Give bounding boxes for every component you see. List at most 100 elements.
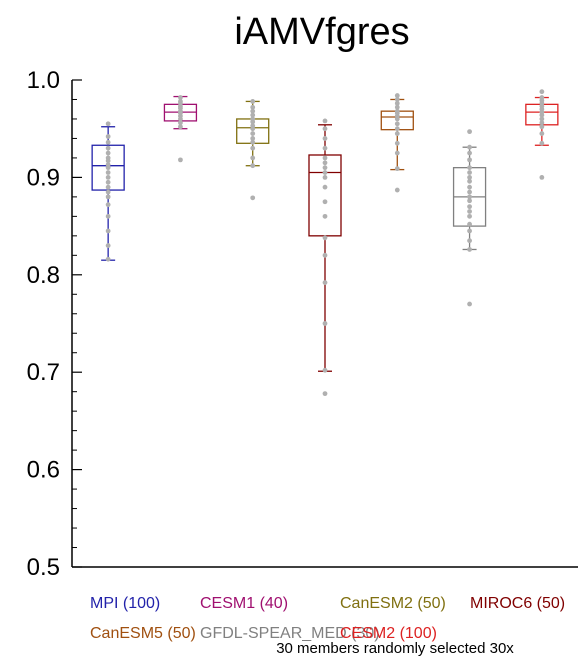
data-point xyxy=(467,301,472,307)
box-group xyxy=(525,89,559,180)
data-point xyxy=(250,195,256,201)
data-point xyxy=(322,145,328,151)
box-group xyxy=(452,129,487,307)
data-point xyxy=(539,124,545,130)
data-point xyxy=(250,131,256,136)
data-point xyxy=(467,213,472,219)
data-point xyxy=(250,163,256,169)
y-tick-label: 0.5 xyxy=(27,554,60,581)
data-point xyxy=(467,165,472,171)
data-point xyxy=(467,184,472,190)
data-point xyxy=(322,155,328,161)
chart-note: 30 members randomly selected 30x xyxy=(276,640,514,657)
data-point xyxy=(467,144,472,150)
chart-title: iAMVfgres xyxy=(234,11,409,53)
data-point xyxy=(250,136,256,141)
data-point xyxy=(250,116,256,122)
box-group xyxy=(163,95,198,163)
data-point xyxy=(322,160,328,166)
data-point xyxy=(394,121,400,127)
data-point xyxy=(322,321,328,326)
data-point xyxy=(322,199,328,205)
legend-label: MIROC6 (50) xyxy=(470,595,565,612)
data-point xyxy=(105,175,111,180)
box-group xyxy=(308,118,342,397)
data-point xyxy=(105,184,111,190)
data-point xyxy=(539,140,545,146)
data-point xyxy=(394,93,400,98)
data-point xyxy=(467,209,472,214)
data-point xyxy=(322,213,328,219)
data-point xyxy=(322,235,328,241)
data-point xyxy=(178,120,183,126)
data-point xyxy=(322,252,328,258)
data-point xyxy=(467,247,472,252)
data-point xyxy=(467,228,472,234)
data-point xyxy=(322,280,328,285)
data-point xyxy=(539,116,545,122)
data-point xyxy=(250,145,256,151)
y-tick-label: 0.6 xyxy=(27,457,60,484)
data-point xyxy=(322,391,328,397)
data-point xyxy=(322,118,328,124)
data-point xyxy=(539,89,545,95)
data-point xyxy=(250,108,256,114)
y-tick-label: 0.7 xyxy=(27,359,60,386)
legend-label: MPI (100) xyxy=(90,595,160,612)
data-point xyxy=(105,179,111,185)
data-point xyxy=(467,194,472,200)
data-point xyxy=(105,162,111,168)
data-point xyxy=(105,243,111,248)
y-tick-label: 1.0 xyxy=(27,67,60,94)
data-point xyxy=(178,95,183,100)
data-point xyxy=(178,157,183,163)
data-point xyxy=(178,99,183,104)
data-point xyxy=(394,100,400,106)
data-point xyxy=(105,189,111,195)
data-point xyxy=(250,155,256,161)
box-group xyxy=(380,93,414,193)
data-point xyxy=(105,145,111,151)
data-point xyxy=(322,367,328,373)
data-point xyxy=(322,126,328,132)
data-point xyxy=(105,213,111,219)
data-point xyxy=(394,140,400,146)
data-point xyxy=(250,112,256,118)
data-point xyxy=(105,139,111,145)
data-point xyxy=(467,238,472,244)
data-point xyxy=(539,131,545,136)
data-point xyxy=(322,175,328,180)
data-point xyxy=(250,99,256,104)
data-point xyxy=(539,175,545,180)
data-point xyxy=(105,155,111,161)
data-point xyxy=(322,184,328,190)
data-point xyxy=(105,228,111,234)
data-point xyxy=(105,134,111,139)
legend-label: GFDL-SPEAR_MED (30) xyxy=(200,625,380,642)
data-point xyxy=(178,124,183,130)
data-point xyxy=(250,104,256,110)
boxes xyxy=(91,89,559,397)
data-point xyxy=(467,170,472,175)
legend-label: CESM2 (100) xyxy=(340,625,437,642)
data-point xyxy=(467,150,472,156)
data-point xyxy=(250,123,256,129)
legend-label: CESM1 (40) xyxy=(200,595,288,612)
data-point xyxy=(394,104,400,110)
legend-label: CanESM5 (50) xyxy=(90,625,196,642)
box-group xyxy=(91,121,125,262)
legend-label: CanESM2 (50) xyxy=(340,595,446,612)
data-point xyxy=(394,126,400,132)
data-point xyxy=(467,175,472,180)
legend: MPI (100) CESM1 (40) CanESM2 (50) MIROC6 (5… xyxy=(90,595,565,642)
data-point xyxy=(105,202,111,208)
data-point xyxy=(394,131,400,136)
data-point xyxy=(467,157,472,163)
data-point xyxy=(105,150,111,156)
data-point xyxy=(322,165,328,171)
data-point xyxy=(394,97,400,102)
data-point xyxy=(322,170,328,175)
y-tick-label: 0.8 xyxy=(27,262,60,289)
data-point xyxy=(105,256,111,262)
